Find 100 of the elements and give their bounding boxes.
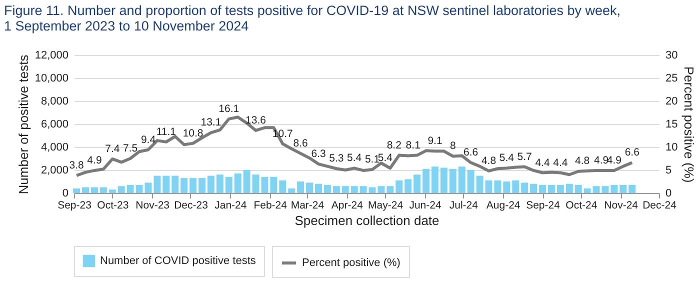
bar	[126, 184, 134, 193]
y-tick-label: 0	[62, 188, 68, 200]
data-label: 11.1	[156, 126, 176, 138]
y-tick-label: 6,000	[40, 118, 68, 130]
y2-tick-label: 5	[666, 164, 672, 176]
x-tick-label: Apr-24	[331, 200, 364, 212]
data-label: 6.3	[311, 148, 326, 160]
bar	[108, 190, 116, 193]
bar	[216, 174, 224, 193]
data-label: 5.3	[329, 152, 344, 165]
bar	[306, 182, 314, 193]
data-label: 9.4	[140, 134, 156, 146]
data-label: 4.9	[606, 154, 622, 166]
bar	[324, 184, 331, 193]
legend-label: Number of COVID positive tests	[100, 255, 256, 267]
x-tick-label: Feb-24	[254, 200, 288, 212]
bar	[207, 176, 214, 193]
x-tick-label: Oct-23	[97, 200, 129, 212]
bar	[288, 188, 296, 193]
data-label: 8.6	[293, 137, 308, 150]
x-tick-label: May-24	[368, 200, 404, 212]
y-tick-label: 4,000	[40, 142, 68, 154]
y-tick-label: 10,000	[34, 72, 68, 84]
bar	[360, 186, 367, 193]
x-tick-label: Oct-24	[566, 200, 598, 212]
bar	[243, 170, 250, 193]
data-label: 13.6	[246, 114, 266, 126]
bar	[584, 188, 591, 193]
y2-tick-label: 15	[666, 118, 678, 130]
data-label: 4.4	[553, 156, 568, 169]
bar	[539, 184, 546, 193]
y-axis-title: Number of positive tests	[16, 54, 31, 194]
data-label: 7.4	[105, 142, 120, 155]
bar	[82, 187, 90, 193]
data-label: 8.2	[386, 139, 402, 152]
y2-axis-title: Percent positive (%)	[682, 66, 696, 183]
x-tick-label: Sep-24	[526, 200, 560, 212]
bar	[154, 176, 161, 193]
bar	[566, 184, 573, 193]
bar	[404, 179, 412, 193]
bar	[494, 180, 502, 193]
bar	[386, 186, 394, 193]
x-tick-label: Dec-23	[174, 200, 208, 212]
data-label: 5.1	[364, 154, 380, 166]
bar	[73, 188, 80, 193]
x-tick-label: Nov-23	[136, 200, 170, 212]
y2-tick-label: 10	[666, 142, 678, 154]
data-label: 10.8	[182, 127, 204, 140]
data-label: 4.9	[594, 154, 609, 166]
bar	[162, 176, 170, 193]
bar	[350, 186, 358, 193]
data-label: 6.6	[624, 146, 640, 159]
bar	[467, 170, 474, 193]
bar	[314, 184, 322, 193]
bar	[458, 166, 466, 193]
bar	[530, 184, 538, 193]
y-tick-label: 8,000	[40, 96, 68, 108]
bar	[628, 184, 636, 193]
data-label: 4.8	[481, 154, 496, 167]
bar	[270, 176, 278, 193]
y2-tick-label: 25	[666, 72, 678, 84]
x-tick-label: Sep-23	[58, 200, 92, 212]
bar	[234, 173, 242, 193]
x-tick-label: Mar-24	[290, 200, 324, 212]
bar	[449, 168, 456, 193]
bar	[512, 180, 520, 193]
y-tick-label: 2,000	[40, 164, 68, 176]
chart-title: Figure 11. Number and proportion of tests positive for COVID-19 at NSW sentinel laboratories by week, 1 September 2023 to 10 November 2024	[4, 3, 621, 34]
data-label: 8.1	[406, 140, 421, 152]
data-label: 5.4	[499, 152, 514, 164]
data-label: 6.6	[464, 146, 478, 159]
bar	[180, 178, 188, 193]
bar	[610, 184, 618, 193]
bar	[574, 184, 582, 193]
bar	[548, 184, 555, 193]
bar	[172, 176, 179, 193]
data-label: 8	[450, 140, 456, 152]
bar	[279, 180, 286, 193]
x-tick-label: Nov-24	[604, 200, 638, 212]
y2-tick-label: 0	[666, 188, 672, 200]
bar	[422, 168, 430, 193]
bar	[225, 176, 232, 193]
x-tick-label: Jul-24	[449, 200, 478, 212]
x-tick-label: Jun-24	[409, 200, 442, 212]
x-tick-label: Jan-24	[214, 200, 247, 212]
bar	[521, 182, 528, 193]
bar	[414, 174, 421, 193]
legend-label: Percent positive (%)	[302, 257, 400, 269]
bar	[431, 166, 438, 193]
bar	[100, 187, 107, 193]
bar	[556, 184, 564, 193]
bar	[396, 180, 403, 193]
y2-tick-label: 20	[666, 96, 678, 108]
data-label: 5.4	[378, 152, 393, 164]
data-label: 3.8	[69, 160, 84, 172]
data-label: 4.9	[87, 154, 102, 166]
bar	[332, 186, 340, 193]
bar	[620, 184, 627, 193]
data-label: 4.4	[535, 156, 550, 169]
x-tick-label: Aug-24	[486, 200, 520, 212]
